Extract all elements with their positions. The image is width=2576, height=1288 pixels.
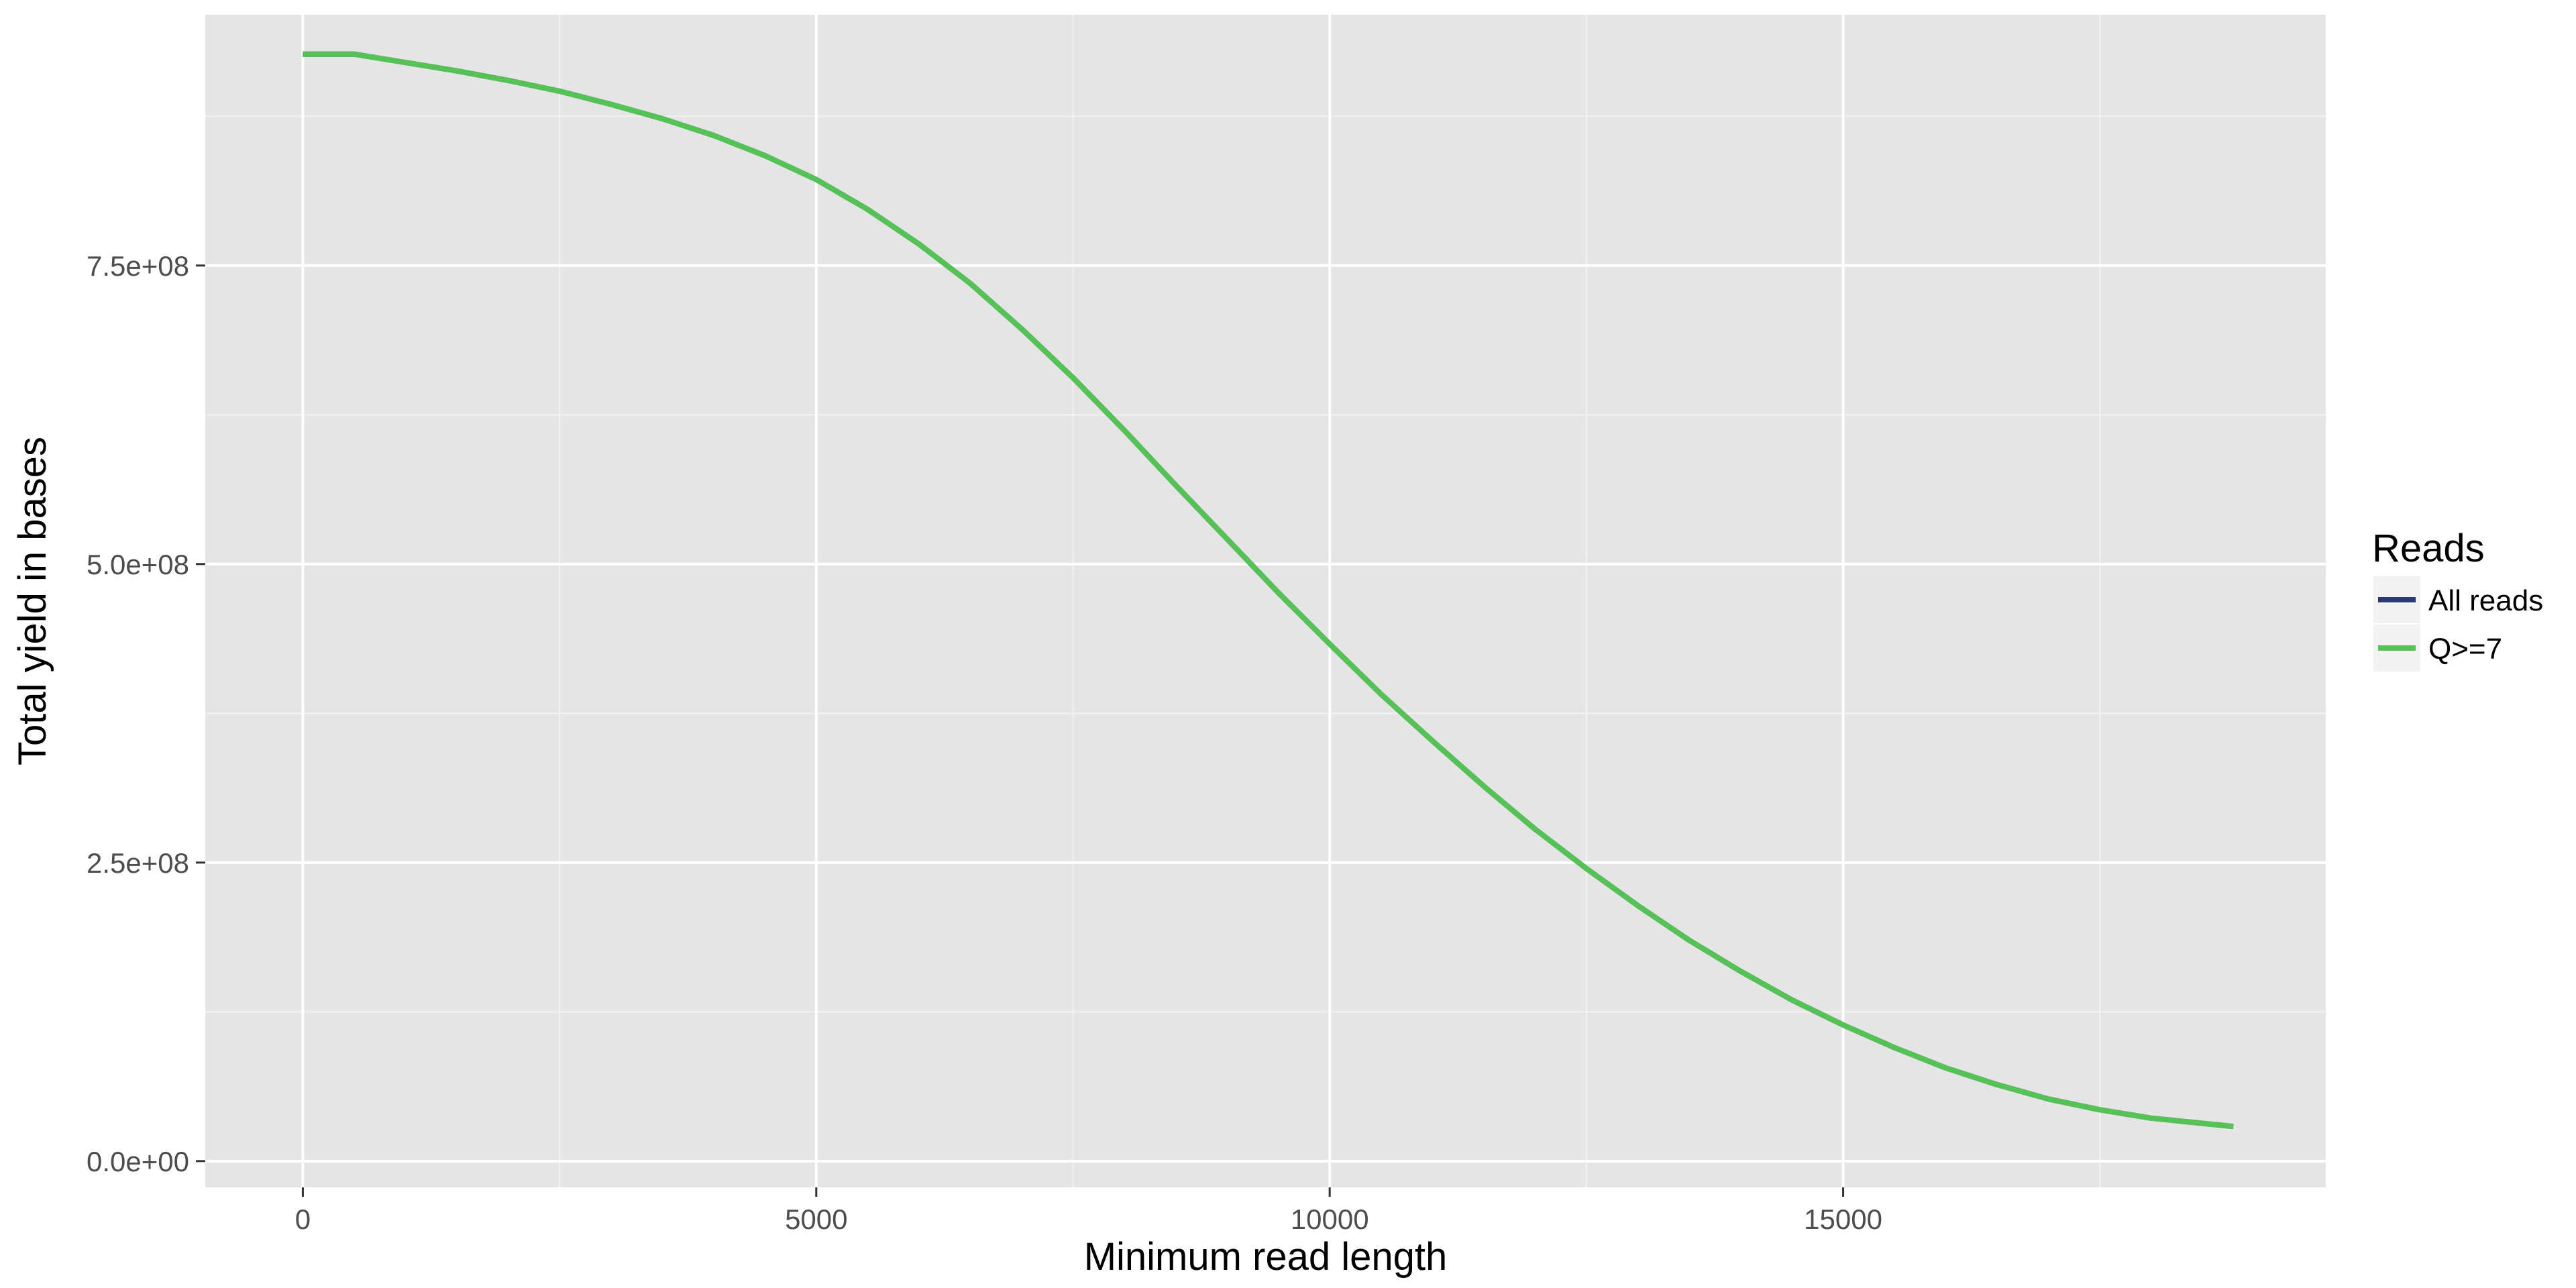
minor-gridlines (205, 15, 2326, 1187)
y-axis-title: Total yield in bases (11, 437, 54, 765)
legend-label: Q>=7 (2428, 633, 2502, 665)
x-tick-label: 0 (295, 1203, 311, 1235)
data-series (303, 51, 2234, 1130)
x-tick-label: 10000 (1291, 1203, 1369, 1235)
x-tick-label: 5000 (785, 1203, 847, 1235)
legend-label: All reads (2428, 584, 2543, 617)
y-tick-label: 2.5e+08 (87, 847, 189, 879)
x-axis: 0 5000 10000 15000 (295, 1187, 1882, 1235)
legend-title: Reads (2372, 527, 2485, 570)
y-tick-label: 0.0e+00 (87, 1146, 189, 1177)
y-tick-label: 7.5e+08 (87, 250, 189, 282)
x-tick-label: 15000 (1804, 1203, 1882, 1235)
legend: Reads All reads Q>=7 (2372, 527, 2543, 672)
plot-panel (205, 15, 2326, 1187)
y-axis: 0.0e+00 2.5e+08 5.0e+08 7.5e+08 (87, 250, 205, 1177)
x-axis-title: Minimum read length (1084, 1235, 1448, 1279)
series-line-q-7 (303, 51, 2234, 1130)
major-gridlines (205, 15, 2326, 1187)
y-tick-label: 5.0e+08 (87, 549, 189, 580)
